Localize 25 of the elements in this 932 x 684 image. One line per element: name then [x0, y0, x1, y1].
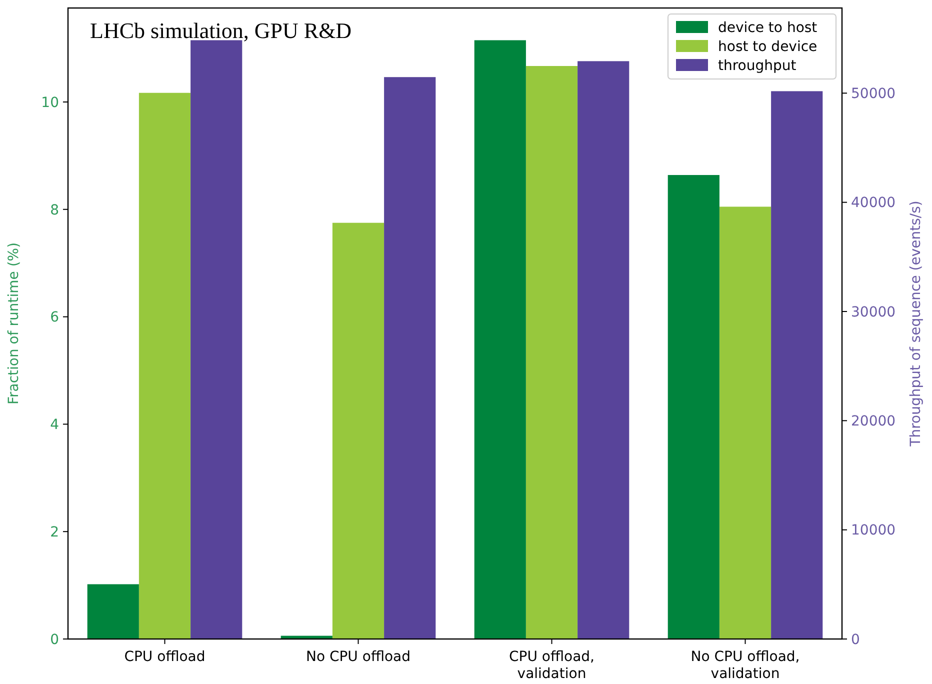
x-tick-label: No CPU offload, validation: [690, 649, 800, 682]
x-tick-label: CPU offload, validation: [509, 649, 594, 682]
bar: [474, 40, 526, 639]
bar: [87, 584, 139, 639]
y-tick-label: 4: [50, 417, 60, 434]
y2-tick-label: 20000: [851, 414, 896, 430]
y-tick-label: 8: [50, 202, 59, 218]
y2-axis-title: Throughput of sequence (events/s): [908, 200, 924, 448]
legend-label: device to host: [718, 20, 818, 36]
y-tick-label: 6: [50, 310, 60, 326]
y-axis-title: Fraction of runtime (%): [6, 242, 22, 405]
x-tick-label: CPU offload: [124, 649, 206, 665]
y-tick-label: 10: [41, 94, 59, 111]
y2-tick-label: 50000: [851, 86, 896, 102]
y2-tick-label: 0: [851, 632, 860, 648]
bar: [668, 175, 720, 639]
x-tick-label: No CPU offload: [306, 649, 411, 665]
y-tick-label: 0: [50, 632, 59, 648]
legend-label: throughput: [718, 58, 797, 74]
y2-tick-label: 40000: [851, 195, 896, 212]
legend-label: host to device: [718, 39, 818, 55]
y-tick-label: 2: [50, 524, 59, 540]
annotation: LHCb simulation, GPU R&D: [90, 18, 352, 43]
y2-tick-label: 10000: [851, 522, 896, 539]
y2-tick-label: 30000: [851, 304, 896, 320]
